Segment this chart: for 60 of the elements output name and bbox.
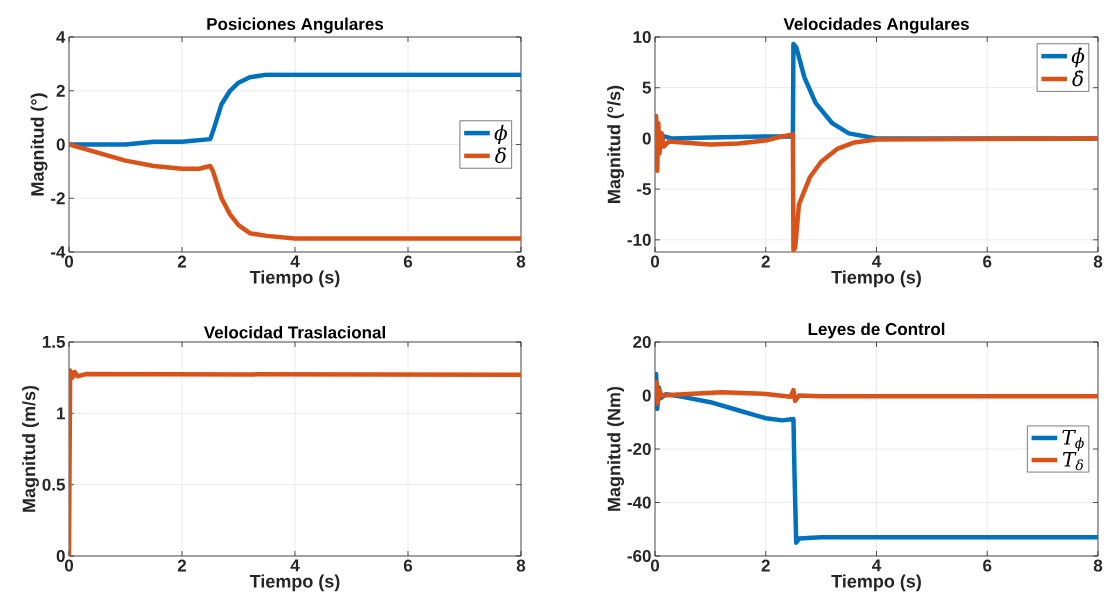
legend-label: T$_{δ}$	[1062, 452, 1084, 471]
line-series	[655, 379, 1098, 406]
chart-title: Posiciones Angulares	[207, 17, 384, 34]
legend-label: δ̇	[1072, 70, 1084, 87]
x-tick-label: 6	[403, 255, 413, 268]
x-axis-title: Tiempo (s)	[831, 574, 921, 592]
x-tick-label: 6	[983, 559, 992, 572]
x-tick-label: 2	[177, 559, 187, 572]
y-axis-title: Magnitud (°)	[30, 93, 48, 196]
x-tick-label: 0	[64, 559, 74, 572]
x-tick-label: 4	[290, 559, 300, 572]
x-tick-label: 4	[872, 559, 882, 572]
y-tick-label: -2	[51, 192, 65, 205]
y-tick-label: -60	[627, 549, 651, 563]
legend-label: ϕ	[494, 124, 507, 145]
x-tick-label: 8	[516, 255, 526, 268]
x-tick-label: 8	[1093, 559, 1103, 572]
y-tick-label: 0	[642, 132, 651, 145]
legend-label: δ	[495, 147, 506, 164]
legend-label: T$_{ϕ}$	[1062, 429, 1084, 451]
x-tick-label: 2	[177, 255, 187, 268]
x-tick-label: 2	[761, 559, 770, 572]
x-axis-title: Tiempo (s)	[249, 574, 340, 592]
y-tick-label: -40	[627, 496, 651, 509]
x-tick-label: 0	[650, 559, 660, 572]
legend-label: ϕ̇	[1071, 47, 1085, 68]
y-tick-label: -4	[51, 246, 66, 258]
y-tick-label: 0.5	[42, 478, 65, 491]
x-tick-label: 0	[64, 255, 74, 268]
y-tick-label: 4	[56, 31, 66, 43]
y-tick-label: 2	[56, 84, 65, 97]
y-axis-title: Magnitud (Nm)	[607, 386, 625, 511]
x-tick-label: 2	[761, 255, 770, 268]
y-tick-label: 1.5	[42, 336, 65, 348]
line-series	[69, 368, 521, 556]
y-tick-label: 0	[56, 549, 65, 563]
x-axis-title: Tiempo (s)	[831, 270, 921, 288]
x-tick-label: 4	[872, 255, 882, 268]
y-tick-label: -5	[637, 183, 651, 196]
x-tick-label: 8	[1093, 255, 1103, 268]
chart-title: Leyes de Control	[808, 322, 945, 339]
y-tick-label: 5	[642, 81, 651, 94]
y-tick-label: 10	[633, 30, 651, 44]
y-tick-label: -10	[627, 233, 651, 246]
x-tick-label: 0	[650, 255, 660, 268]
chart-title: Velocidad Traslacional	[203, 325, 385, 339]
y-tick-label: 20	[633, 335, 651, 349]
x-tick-label: 6	[983, 255, 992, 268]
y-tick-label: 0	[56, 138, 65, 151]
y-axis-title: Magnitud (°/s)	[607, 85, 625, 203]
x-tick-label: 8	[516, 559, 526, 572]
y-tick-label: 1	[57, 407, 65, 420]
y-tick-label: 0	[642, 389, 651, 402]
y-axis-title: Magnitud (m/s)	[22, 385, 39, 512]
x-tick-label: 4	[290, 255, 300, 268]
x-tick-label: 6	[403, 559, 413, 572]
line-series	[655, 113, 1098, 252]
chart-title: Velocidades Angulares	[783, 17, 969, 34]
y-tick-label: -20	[627, 442, 651, 456]
x-axis-title: Tiempo (s)	[249, 270, 340, 288]
